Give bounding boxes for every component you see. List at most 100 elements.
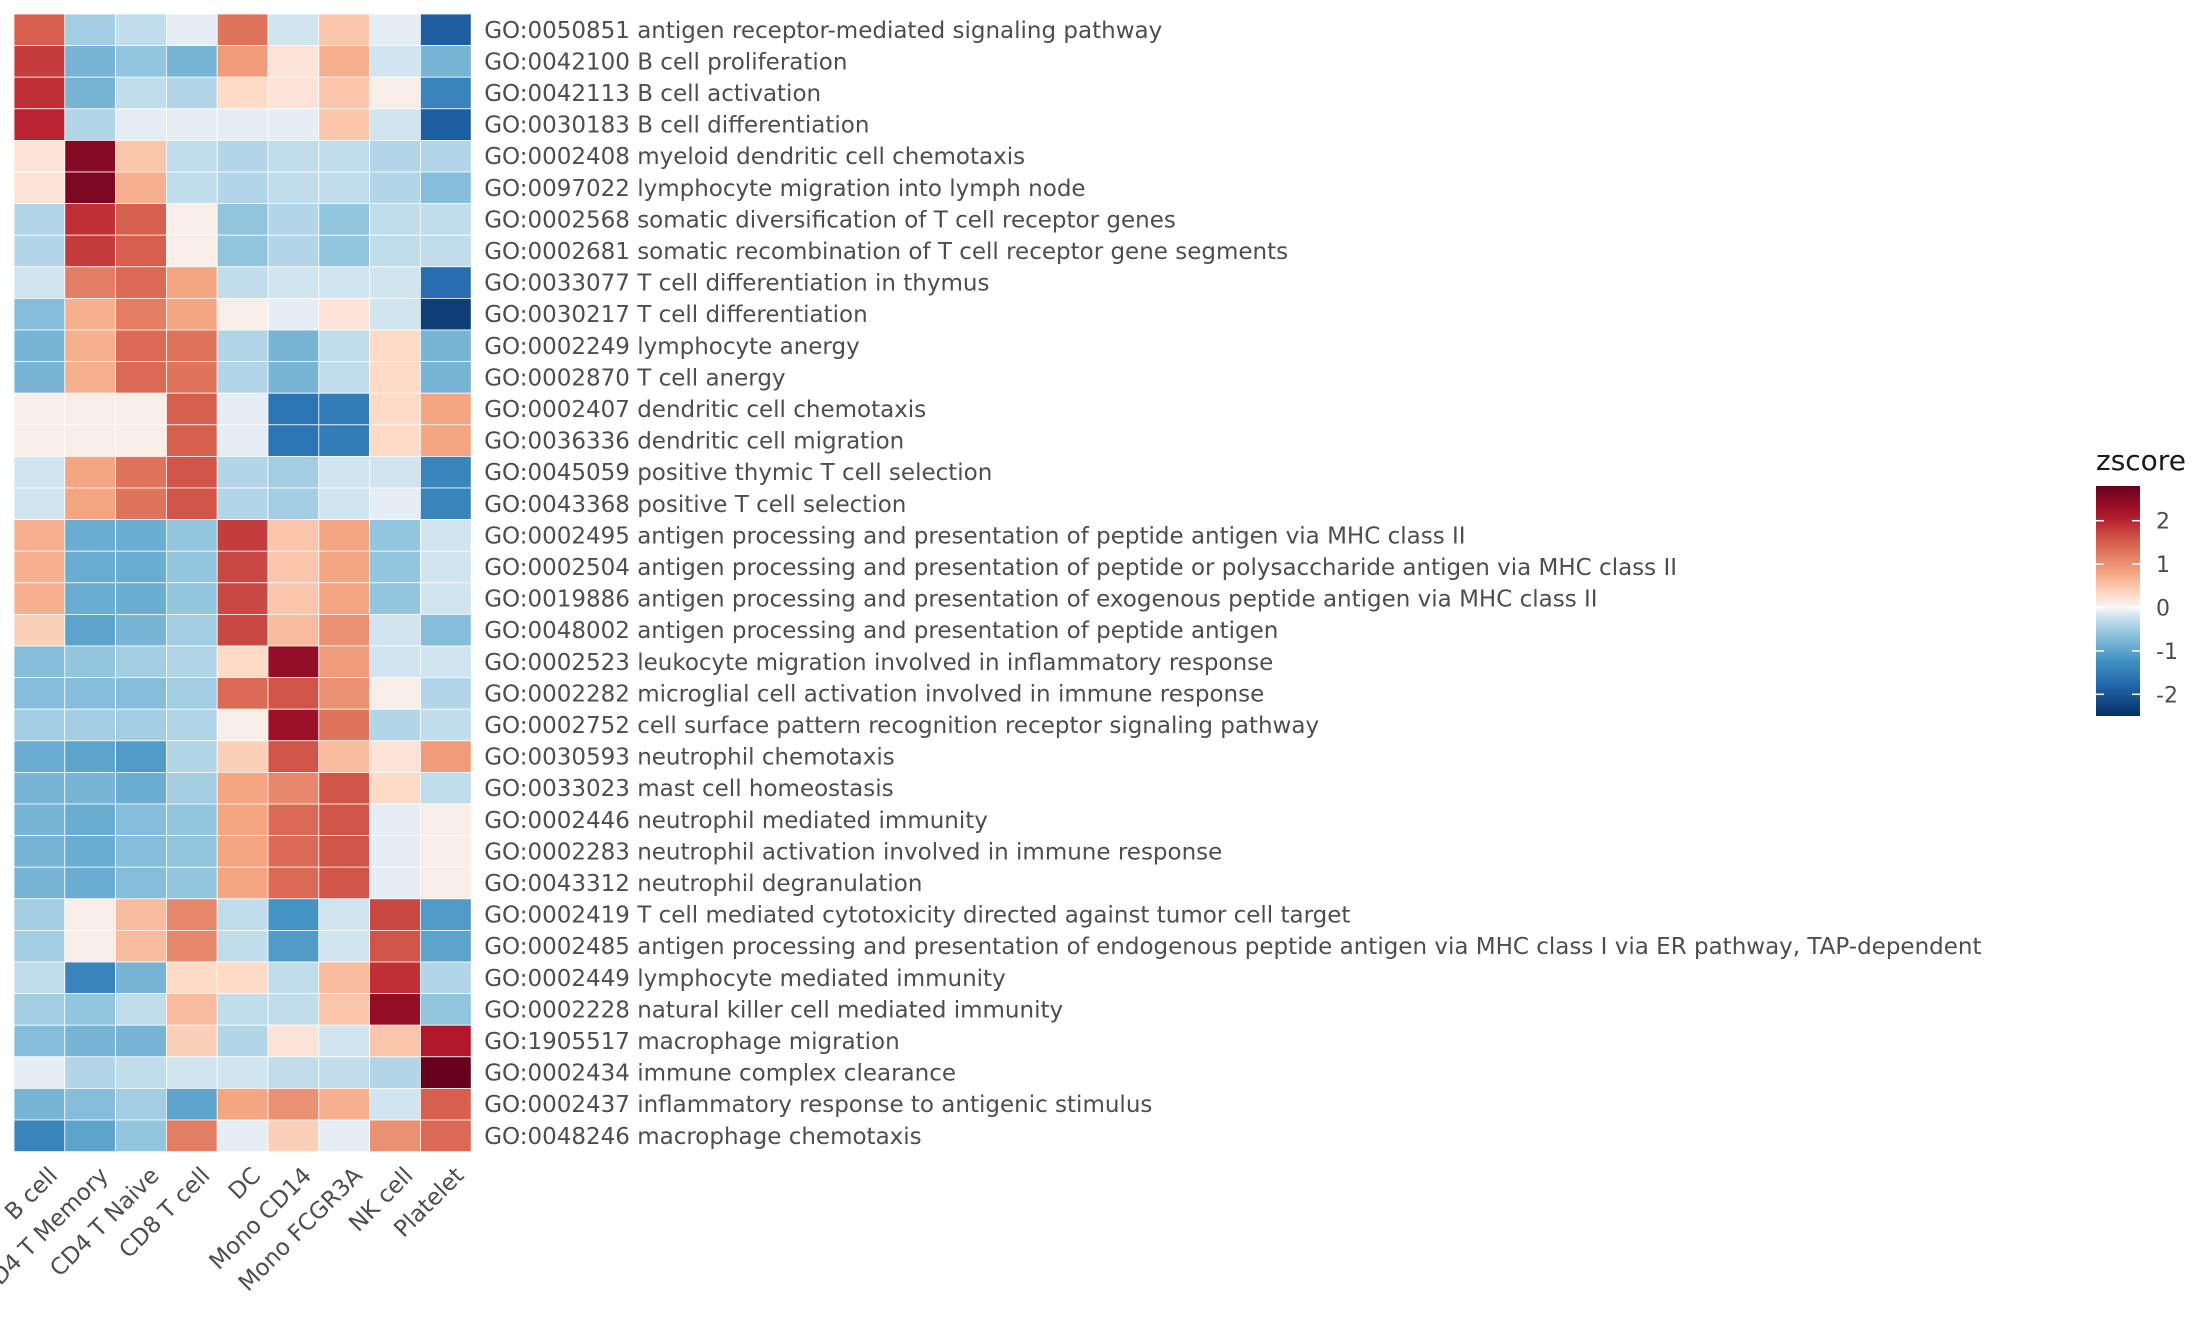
heatmap-cell (318, 772, 370, 805)
heatmap-cell (369, 519, 421, 552)
heatmap-cell (165, 866, 218, 900)
heatmap-cell (13, 487, 66, 521)
row-label: GO:0048246 macrophage chemotaxis (484, 1124, 921, 1150)
heatmap-cell (64, 519, 117, 552)
row-label: GO:0002408 myeloid dendritic cell chemot… (484, 144, 1025, 170)
row-label: GO:0002752 cell surface pattern recognit… (484, 713, 1319, 739)
heatmap-cell (267, 76, 320, 110)
heatmap-cell (165, 1088, 218, 1121)
row-label: GO:0002495 antigen processing and presen… (484, 523, 1465, 549)
heatmap-cell (267, 266, 320, 299)
heatmap-cell (115, 803, 167, 837)
heatmap-cell (216, 361, 269, 394)
heatmap-cell (369, 234, 421, 268)
heatmap-cell (369, 961, 421, 995)
heatmap-cell (216, 614, 269, 647)
heatmap-cell (318, 866, 370, 900)
legend-tick-label: -2 (2156, 683, 2178, 708)
heatmap-cell (13, 297, 66, 331)
heatmap-cell (115, 203, 167, 236)
heatmap-cell (318, 519, 370, 552)
color-legend: zscore 2 1 0 -1 -2 (2096, 444, 2186, 716)
heatmap-cell (64, 203, 117, 236)
heatmap-cell (318, 550, 370, 584)
heatmap-cell (13, 108, 66, 141)
heatmap-cell (165, 487, 218, 521)
heatmap-cells (13, 13, 472, 1153)
heatmap-cell (369, 108, 421, 141)
heatmap-cell (13, 740, 66, 773)
legend-tick-label: -1 (2156, 640, 2178, 665)
heatmap-cell (419, 297, 472, 331)
heatmap-cell (267, 708, 320, 742)
heatmap-cell (64, 677, 117, 710)
row-label: GO:0002419 T cell mediated cytotoxicity … (484, 903, 1350, 929)
heatmap-cell (13, 1088, 66, 1121)
heatmap-cell (267, 961, 320, 995)
heatmap-cell (64, 740, 117, 773)
heatmap-cell (115, 582, 167, 615)
heatmap-cell (419, 234, 472, 268)
heatmap-cell (369, 455, 421, 489)
row-label: GO:0002870 T cell anergy (484, 365, 785, 391)
heatmap-cell (13, 329, 66, 363)
heatmap-cell (165, 582, 218, 615)
heatmap-cell (115, 1119, 167, 1153)
heatmap-cell (419, 1056, 472, 1089)
heatmap-cell (419, 329, 472, 363)
heatmap-cell (115, 234, 167, 268)
heatmap-cell (165, 835, 218, 868)
heatmap-cell (13, 550, 66, 584)
row-label: GO:0042100 B cell proliferation (484, 49, 847, 75)
heatmap-cell (369, 139, 421, 173)
heatmap-cell (13, 930, 66, 963)
heatmap-cell (13, 866, 66, 900)
heatmap-cell (216, 1119, 269, 1153)
heatmap-cell (267, 677, 320, 710)
heatmap-cell (318, 392, 370, 426)
heatmap-cell (165, 1119, 218, 1153)
heatmap-cell (267, 582, 320, 615)
heatmap-cell (267, 234, 320, 268)
heatmap-cell (165, 1024, 218, 1058)
heatmap-cell (115, 740, 167, 773)
heatmap-cell (64, 76, 117, 110)
heatmap-cell (115, 297, 167, 331)
heatmap-cell (115, 76, 167, 110)
heatmap-cell (64, 45, 117, 78)
heatmap-cell (165, 519, 218, 552)
heatmap-cell (216, 708, 269, 742)
heatmap-cell (216, 392, 269, 426)
row-label: GO:0002681 somatic recombination of T ce… (484, 239, 1288, 265)
heatmap-cell (165, 708, 218, 742)
heatmap-cell (419, 487, 472, 521)
heatmap-cell (216, 108, 269, 141)
heatmap-cell (115, 677, 167, 710)
heatmap-cell (267, 13, 320, 47)
heatmap-cell (369, 1119, 421, 1153)
heatmap-cell (64, 645, 117, 679)
heatmap-cell (13, 645, 66, 679)
heatmap-cell (64, 961, 117, 995)
heatmap-cell (318, 76, 370, 110)
heatmap-cell (318, 234, 370, 268)
heatmap-cell (369, 740, 421, 773)
heatmap-cell (216, 234, 269, 268)
heatmap-cell (267, 645, 320, 679)
heatmap-cell (318, 835, 370, 868)
heatmap-cell (64, 550, 117, 584)
row-label: GO:0030593 neutrophil chemotaxis (484, 745, 895, 771)
heatmap-cell (216, 772, 269, 805)
heatmap-cell (318, 803, 370, 837)
heatmap-cell (216, 866, 269, 900)
heatmap-cell (216, 930, 269, 963)
row-label: GO:0002485 antigen processing and presen… (484, 934, 1981, 960)
heatmap-cell (13, 171, 66, 205)
heatmap-cell (369, 677, 421, 710)
heatmap-cell (369, 266, 421, 299)
heatmap-cell (64, 772, 117, 805)
heatmap-cell (216, 993, 269, 1026)
heatmap-cell (64, 455, 117, 489)
heatmap-cell (64, 424, 117, 457)
heatmap-cell (369, 772, 421, 805)
